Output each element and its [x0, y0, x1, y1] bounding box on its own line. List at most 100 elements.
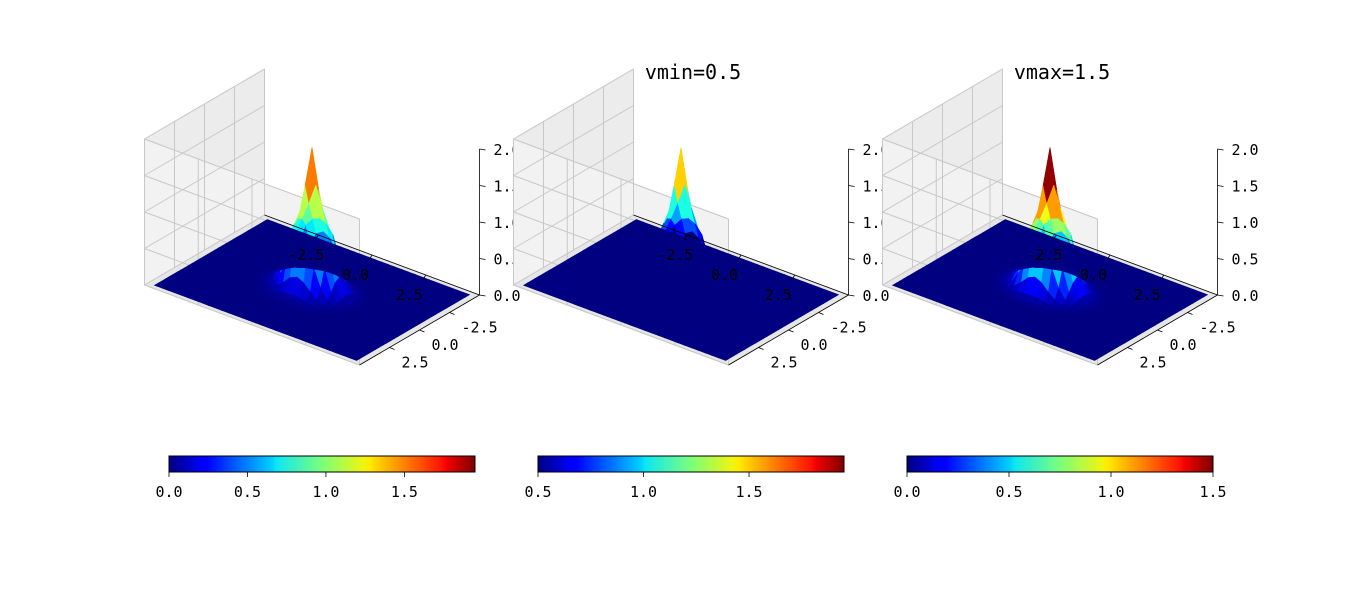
x-tick: [1160, 274, 1165, 281]
panel-3-title: vmax=1.5: [1013, 60, 1111, 84]
panel-2-title: vmin=0.5: [644, 60, 742, 84]
gridline: [513, 105, 634, 176]
y-tick: [1157, 329, 1163, 333]
z-tick: [1217, 221, 1224, 224]
y-tick: [389, 347, 395, 350]
x-tick: [1052, 234, 1057, 241]
y-tick-label: 0.0: [1170, 336, 1197, 354]
z-tick: [479, 294, 486, 297]
gridline: [882, 214, 1003, 286]
z-tick: [848, 258, 855, 260]
gridline: [144, 214, 265, 286]
gridline: [882, 141, 1003, 213]
colorbar: [168, 455, 476, 473]
surface: [153, 147, 471, 361]
colorbar: [537, 455, 845, 473]
z-tick-label: 2.0: [1232, 141, 1259, 159]
gridline: [144, 178, 265, 249]
z-tick-label: 0.0: [494, 287, 521, 305]
z-tick: [479, 258, 486, 260]
x-tick-label: 2.5: [396, 286, 423, 304]
gridline: [882, 105, 1003, 176]
gridline: [513, 214, 634, 286]
y-tick: [1127, 347, 1133, 350]
y-tick-label: -2.5: [1200, 319, 1236, 337]
colorbar-tick-label: 0.0: [155, 483, 182, 501]
z-tick: [1217, 148, 1224, 151]
y-tick: [419, 329, 425, 333]
gridline: [882, 68, 1003, 140]
gridline: [513, 284, 729, 366]
z-tick: [848, 294, 855, 297]
y-tick: [818, 312, 824, 315]
x-tick: [314, 234, 319, 241]
y-tick-label: 2.5: [402, 354, 429, 372]
y-tick-label: -2.5: [462, 319, 498, 337]
z-tick: [1217, 294, 1224, 297]
x-tick-label: 0.0: [342, 266, 369, 284]
z-tick-label: 0.0: [1232, 287, 1259, 305]
y-tick-label: 0.0: [432, 336, 459, 354]
x-tick-label: 0.0: [711, 266, 738, 284]
colorbar-tick-label: 1.5: [391, 483, 418, 501]
gridline: [513, 138, 729, 220]
x-tick: [683, 234, 688, 241]
gridline: [144, 138, 360, 220]
colorbar-tick-label: 1.5: [735, 483, 762, 501]
gridline: [882, 138, 1098, 220]
surface-facet: [827, 291, 840, 298]
x-tick-label: 0.0: [1080, 266, 1107, 284]
colorbar-tick-label: 0.0: [893, 483, 920, 501]
y-tick: [788, 329, 794, 333]
x-tick: [737, 254, 742, 261]
colorbar-tick-label: 1.5: [1199, 483, 1226, 501]
gridline: [882, 178, 1003, 249]
z-tick-label: 0.5: [1232, 251, 1259, 269]
z-tick-label: 0.0: [863, 287, 890, 305]
colorbar-tick-label: 1.0: [312, 483, 339, 501]
surface: [891, 147, 1209, 361]
colorbar: [906, 455, 1214, 473]
x-tick: [422, 274, 427, 281]
y-tick: [449, 312, 455, 315]
gridline: [513, 68, 634, 140]
y-tick-label: 0.0: [801, 336, 828, 354]
y-tick-label: -2.5: [831, 319, 867, 337]
z-tick: [479, 148, 486, 151]
z-tick: [479, 185, 486, 187]
surface-facet: [458, 291, 471, 298]
gridline: [144, 68, 265, 140]
y-tick-label: 2.5: [771, 354, 798, 372]
z-tick: [848, 148, 855, 151]
y-tick-label: 2.5: [1140, 354, 1167, 372]
gridline: [513, 141, 634, 213]
x-tick-label: -2.5: [657, 246, 693, 264]
x-tick-label: -2.5: [1026, 246, 1062, 264]
colorbar-tick-label: 0.5: [524, 483, 551, 501]
gridline: [144, 284, 360, 366]
surface: [522, 147, 840, 361]
gridline: [882, 284, 1098, 366]
colorbar-tick-label: 1.0: [1097, 483, 1124, 501]
x-tick-label: -2.5: [288, 246, 324, 264]
surface-panel-2: 0.00.51.01.52.0-2.50.02.5-2.50.02.50.5 1.…: [512, 68, 890, 501]
x-tick: [1106, 254, 1111, 261]
gridline: [144, 141, 265, 213]
colorbar-tick-label: 0.5: [995, 483, 1022, 501]
z-tick-label: 1.0: [1232, 214, 1259, 232]
surface-panel-1: 0.00.51.01.52.0-2.50.02.5-2.50.02.50.0 0.…: [143, 68, 521, 501]
z-tick: [1217, 185, 1224, 187]
x-tick: [791, 274, 796, 281]
x-tick-label: 2.5: [1134, 286, 1161, 304]
x-tick-label: 2.5: [765, 286, 792, 304]
colorbar-tick-label: 0.5: [234, 483, 261, 501]
y-tick: [758, 347, 764, 350]
z-tick: [479, 221, 486, 224]
z-tick: [848, 185, 855, 187]
gridline: [513, 178, 634, 249]
z-tick: [1217, 258, 1224, 260]
colorbar-tick-label: 1.0: [630, 483, 657, 501]
z-tick-label: 1.5: [1232, 178, 1259, 196]
gridline: [144, 105, 265, 176]
